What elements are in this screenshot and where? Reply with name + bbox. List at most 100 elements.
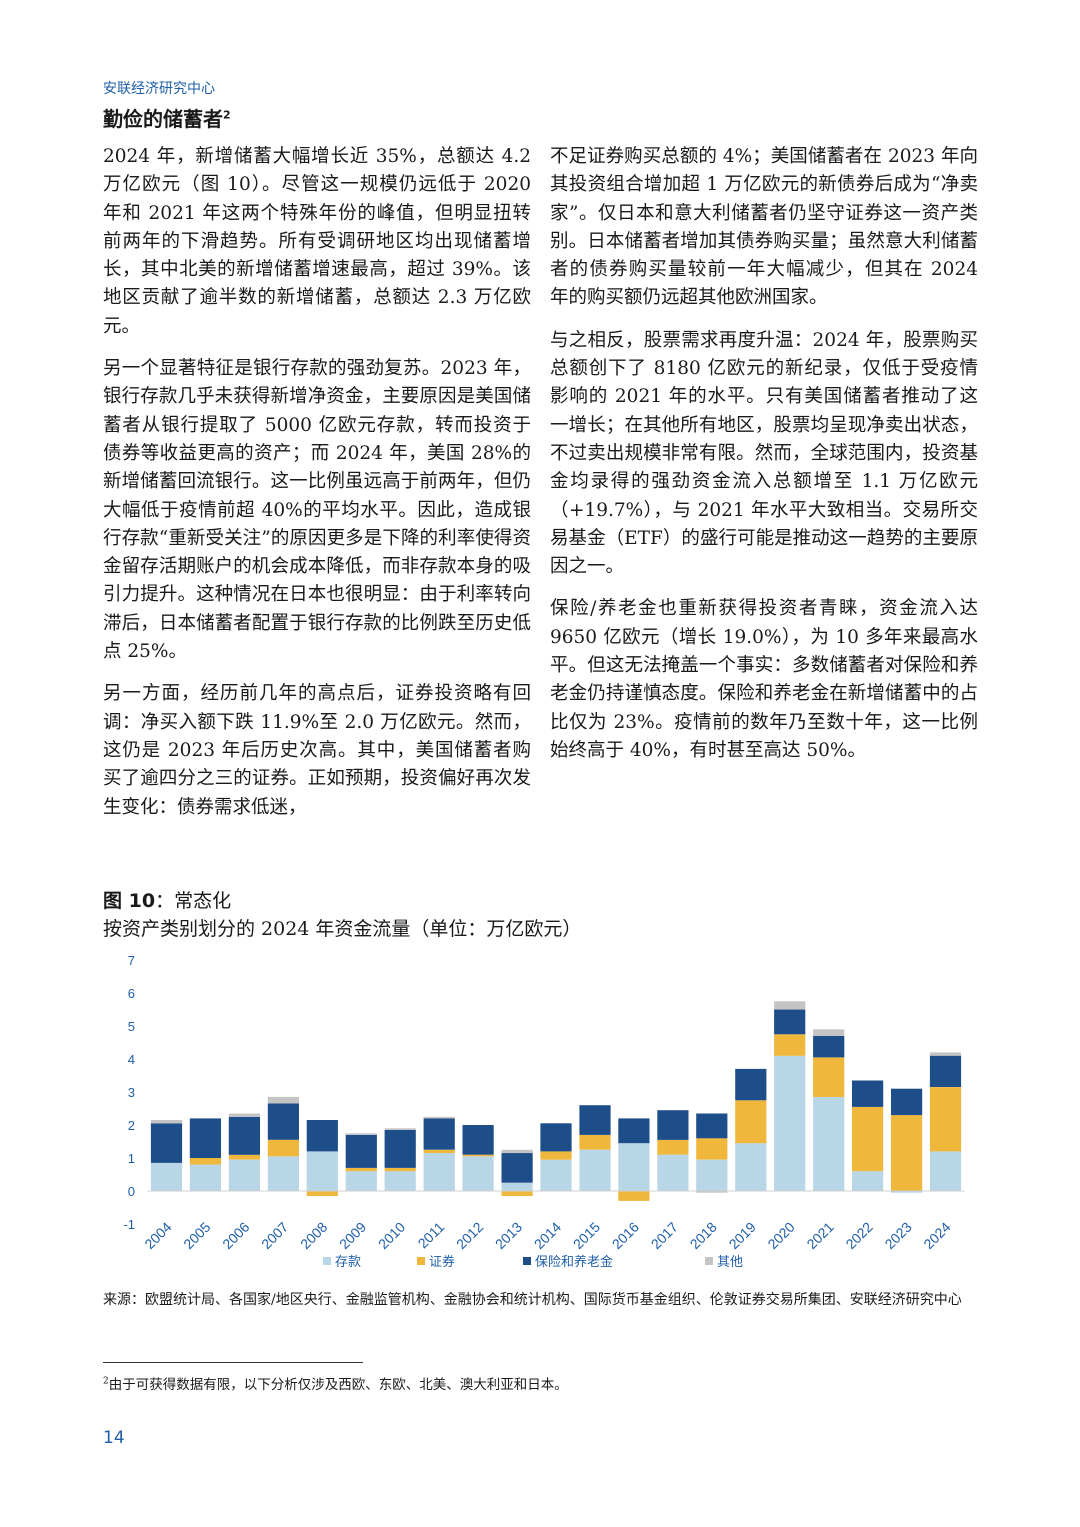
bar-segment	[540, 1123, 572, 1152]
y-tick-label: 6	[128, 986, 135, 1001]
bar-segment	[228, 1113, 260, 1117]
paragraph: 保险/养老金也重新获得投资者青睐，资金流入达 9650 亿欧元（增长 19.0%…	[550, 598, 978, 761]
bar-segment	[228, 1159, 260, 1191]
bar-segment	[579, 1105, 611, 1135]
x-tick-label: 2016	[609, 1219, 642, 1252]
bar-segment	[423, 1116, 455, 1119]
bar-segment	[774, 1034, 806, 1056]
bar-segment	[345, 1133, 377, 1135]
x-tick-label: 2005	[180, 1219, 213, 1252]
bar-segment	[579, 1134, 611, 1150]
bar-segment	[189, 1164, 221, 1191]
legend-swatch	[523, 1257, 531, 1265]
x-tick-label: 2006	[219, 1219, 252, 1252]
bar-segment	[540, 1159, 572, 1191]
bar-segment	[501, 1149, 533, 1154]
paragraph: 另一方面，经历前几年的高点后，证券投资略有回调：净买入额下跌 11.9%至 2.…	[103, 683, 531, 818]
bar-segment	[657, 1139, 689, 1155]
bar-segment	[189, 1118, 221, 1158]
legend-label: 存款	[335, 1255, 361, 1270]
x-tick-label: 2008	[297, 1219, 330, 1252]
bar-segment	[774, 1055, 806, 1191]
figure-title: 图 10：常态化	[103, 886, 231, 913]
paragraph: 与之相反，股票需求再度升温：2024 年，股票购买总额创下了 8180 亿欧元的…	[550, 329, 978, 578]
bar-segment	[150, 1123, 183, 1163]
bar-segment	[540, 1151, 572, 1160]
x-tick-label: 2015	[570, 1219, 603, 1252]
y-tick-label: -1	[123, 1217, 135, 1232]
bar-segment	[813, 1035, 845, 1058]
figure-label: 图 10	[103, 890, 156, 912]
bar-segment	[501, 1191, 533, 1196]
bar-segment	[813, 1057, 845, 1097]
y-tick-label: 3	[128, 1085, 135, 1100]
section-title-text: 勤俭的储蓄者	[103, 107, 223, 131]
footnote-divider	[103, 1362, 363, 1363]
footnote-ref: 2	[223, 108, 231, 122]
bar-segment	[852, 1080, 884, 1107]
bar-segment	[462, 1125, 494, 1155]
bar-segment	[189, 1158, 221, 1165]
bar-segment	[384, 1167, 416, 1172]
y-tick-label: 5	[128, 1019, 135, 1034]
bar-segment	[774, 1009, 806, 1035]
bar-segment	[267, 1156, 299, 1191]
legend-label: 证券	[429, 1254, 455, 1270]
bar-segment	[657, 1154, 689, 1191]
bar-segment	[891, 1088, 923, 1116]
bar-segment	[696, 1113, 728, 1139]
bar-segment	[618, 1118, 650, 1144]
footnote: 2由于可获得数据有限，以下分析仅涉及西欧、东欧、北美、澳大利亚和日本。	[103, 1373, 568, 1394]
x-tick-label: 2021	[803, 1219, 836, 1252]
bar-segment	[384, 1171, 416, 1191]
bar-segment	[150, 1120, 183, 1124]
bar-segment	[929, 1052, 962, 1056]
bar-segment	[306, 1151, 338, 1191]
footnote-number: 2	[103, 1376, 109, 1387]
x-tick-label: 2007	[258, 1219, 291, 1252]
bar-segment	[267, 1139, 299, 1157]
bar-segment	[813, 1029, 845, 1036]
paragraph: 另一个显著特征是银行存款的强劲复苏。2023 年，银行存款几乎未获得新增净资金，…	[103, 358, 531, 663]
bar-segment	[306, 1120, 338, 1152]
x-tick-label: 2014	[531, 1219, 564, 1252]
bar-segment	[735, 1100, 767, 1144]
bar-segment	[306, 1191, 338, 1196]
bar-segment	[618, 1191, 650, 1201]
x-tick-label: 2004	[141, 1219, 174, 1252]
bar-segment	[423, 1153, 455, 1191]
bar-segment	[345, 1171, 377, 1191]
figure-name: 常态化	[174, 890, 232, 912]
bar-segment	[150, 1163, 183, 1191]
bar-segment	[618, 1143, 650, 1191]
bar-segment	[384, 1128, 416, 1130]
bar-segment	[423, 1149, 455, 1154]
bar-segment	[735, 1143, 767, 1191]
body-column-right: 不足证券购买总额的 4%；美国储蓄者在 2023 年向其投资组合增加超 1 万亿…	[550, 143, 978, 779]
bar-segment	[929, 1087, 962, 1152]
bar-segment	[345, 1167, 377, 1172]
x-tick-label: 2024	[920, 1219, 953, 1252]
bar-segment	[813, 1097, 845, 1191]
paragraph: 2024 年，新增储蓄大幅增长近 35%，总额达 4.2 万亿欧元（图 10）。…	[103, 146, 531, 337]
header-org: 安联经济研究中心	[103, 81, 215, 97]
bar-segment	[696, 1138, 728, 1160]
legend-swatch	[705, 1257, 713, 1265]
figure-subtitle: 按资产类别划分的 2024 年资金流量（单位：万亿欧元）	[103, 918, 582, 940]
bar-segment	[774, 1001, 806, 1010]
x-tick-label: 2017	[648, 1219, 681, 1252]
bar-segment	[228, 1154, 260, 1160]
page-number: 14	[103, 1428, 125, 1448]
bar-segment	[384, 1130, 416, 1168]
x-tick-label: 2020	[764, 1219, 797, 1252]
bar-segment	[852, 1171, 884, 1191]
x-tick-label: 2010	[375, 1219, 408, 1252]
section-title: 勤俭的储蓄者2	[103, 103, 231, 132]
x-tick-label: 2023	[881, 1219, 914, 1252]
bar-segment	[735, 1068, 767, 1101]
bar-segment	[696, 1191, 728, 1193]
legend-swatch	[323, 1257, 331, 1265]
bar-segment	[345, 1134, 377, 1168]
legend-label: 保险和养老金	[535, 1254, 613, 1270]
source-note: 来源：欧盟统计局、各国家/地区央行、金融监管机构、金融协会和统计机构、国际货币基…	[103, 1292, 962, 1308]
